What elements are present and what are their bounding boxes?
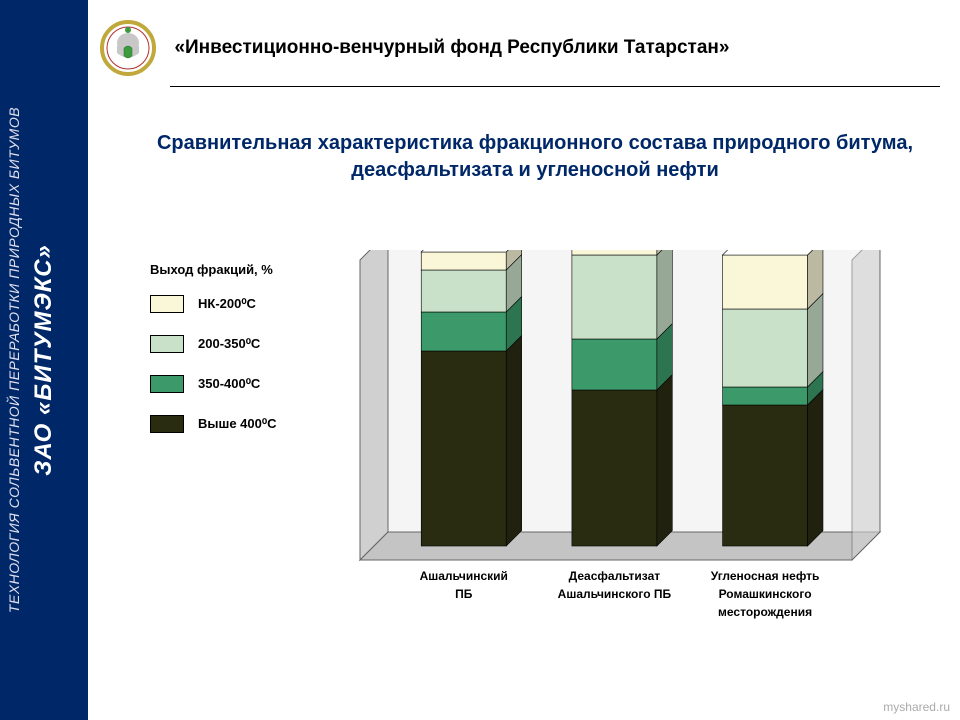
legend: Выход фракций, % НК-200⁰С 200-350⁰С 350-40… [150,262,330,455]
header-rule [170,86,940,87]
svg-text:месторождения: месторождения [718,605,812,619]
legend-title: Выход фракций, % [150,262,330,277]
legend-item: Выше 400⁰С [150,415,330,433]
legend-swatch [150,375,184,393]
sidebar-subtitle: ТЕХНОЛОГИЯ СОЛЬВЕНТНОЙ ПЕРЕРАБОТКИ ПРИРО… [6,107,22,613]
legend-item: 350-400⁰С [150,375,330,393]
legend-label: НК-200⁰С [198,296,256,312]
legend-item: 200-350⁰С [150,335,330,353]
tatarstan-emblem-icon [100,20,156,76]
chart-plot: Ашальчинский ПБ Деасфальтизат Ашальчинского… [340,250,900,630]
sidebar-band: ЗАО «БИТУМЭКС» ТЕХНОЛОГИЯ СОЛЬВЕНТНОЙ ПЕ… [0,0,88,720]
legend-swatch [150,295,184,313]
watermark: myshared.ru [883,700,950,714]
legend-label: 350-400⁰С [198,376,260,392]
svg-text:Ашальчинский: Ашальчинский [420,569,508,583]
legend-item: НК-200⁰С [150,295,330,313]
company-name: ЗАО «БИТУМЭКС» [30,244,58,476]
header-title: «Инвестиционно-венчурный фонд Республики… [174,37,729,59]
legend-swatch [150,415,184,433]
svg-text:ПБ: ПБ [455,587,473,601]
chart-title: Сравнительная характеристика фракционног… [150,130,920,184]
svg-text:Угленосная нефть: Угленосная нефть [711,569,820,583]
legend-swatch [150,335,184,353]
legend-label: Выше 400⁰С [198,416,276,432]
svg-text:Ашальчинского ПБ: Ашальчинского ПБ [558,587,672,601]
header: «Инвестиционно-венчурный фонд Республики… [100,20,940,90]
svg-text:Ромашкинского: Ромашкинского [719,587,812,601]
svg-text:Деасфальтизат: Деасфальтизат [569,569,661,583]
legend-label: 200-350⁰С [198,336,260,352]
